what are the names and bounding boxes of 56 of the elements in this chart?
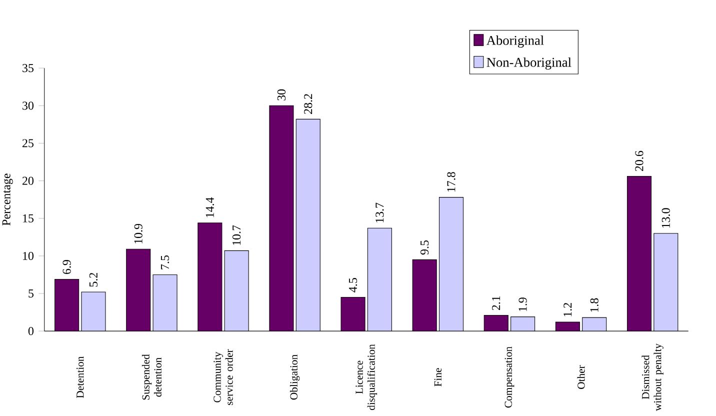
x-tick-label: Other: [577, 365, 585, 389]
y-axis-title: Percentage: [2, 174, 13, 226]
bar: [484, 315, 508, 332]
data-label: 10.7: [232, 225, 241, 245]
y-tick-label: 35: [22, 64, 34, 72]
data-label: 13.0: [662, 208, 670, 228]
bar: [510, 316, 535, 332]
bar: [555, 322, 580, 332]
bar: [126, 248, 151, 332]
bar: [269, 105, 294, 332]
x-tick-label: Obligation: [290, 354, 300, 400]
y-tick-label: 0: [28, 327, 34, 336]
data-label: 5.2: [89, 272, 98, 287]
x-tick-label: Compensation: [504, 346, 514, 408]
data-label: 9.5: [420, 240, 429, 255]
data-label: 7.5: [161, 255, 170, 270]
data-label: 17.8: [447, 172, 456, 192]
y-tick-label: 20: [22, 176, 34, 185]
data-label: 1.2: [564, 303, 572, 316]
data-label: 14.4: [206, 197, 214, 218]
y-tick-label: 10: [23, 252, 34, 260]
data-label: 10.9: [134, 224, 142, 244]
x-tick-label: Fine: [434, 368, 442, 386]
bar: [153, 274, 178, 332]
y-tick-label: 30: [22, 102, 34, 110]
bar: [654, 233, 678, 332]
bar: [340, 296, 366, 332]
y-tick-label: 15: [23, 214, 34, 222]
x-tick-label: Suspended detention: [142, 354, 162, 400]
x-tick-label: Licence disqualification: [356, 344, 378, 410]
data-label: 30: [277, 89, 286, 100]
x-tick-label: Detention: [76, 356, 84, 398]
bar: [81, 292, 106, 332]
y-tick-label: 25: [22, 139, 34, 148]
data-label: 1.9: [518, 298, 527, 312]
data-label: 2.1: [492, 296, 500, 310]
data-label: 4.5: [348, 278, 358, 292]
data-label: 13.7: [376, 202, 384, 222]
bar: [224, 250, 249, 332]
x-tick-label: Community service order: [214, 349, 233, 405]
bar: [368, 228, 392, 332]
data-label: 20.6: [635, 150, 644, 172]
bar: [54, 278, 80, 332]
bar: [296, 119, 320, 332]
y-tick-label: 5: [28, 290, 34, 298]
data-label: 28.2: [304, 94, 312, 114]
bar: [582, 318, 606, 332]
data-label: 6.9: [62, 260, 71, 274]
bar: [439, 197, 464, 332]
x-tick-label: Dismissed without penalty: [642, 344, 664, 412]
bar: [412, 259, 437, 332]
legend-label: Non-Aboriginal: [486, 57, 572, 70]
bar: [626, 176, 652, 332]
data-label: 1.8: [590, 298, 598, 312]
legend-label: Aboriginal: [486, 36, 544, 48]
bar: [198, 222, 222, 332]
